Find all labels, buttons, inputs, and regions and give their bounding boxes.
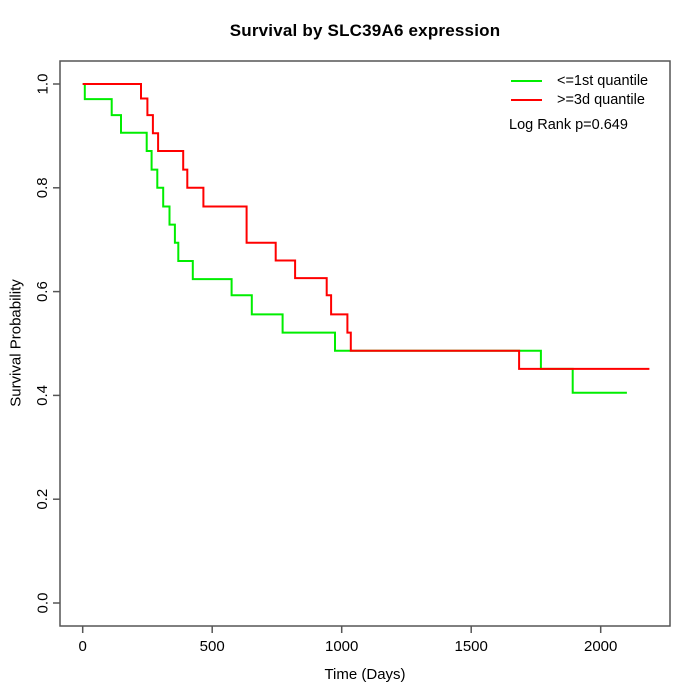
survival-curve-high-expression xyxy=(82,83,650,370)
plot-border xyxy=(59,60,671,627)
legend-line-green-icon xyxy=(511,79,542,82)
y-axis-tick-label: 0.4 xyxy=(34,385,51,406)
legend-label-low-expression: <=1st quantile xyxy=(557,72,649,89)
y-axis-tick-label: 0.2 xyxy=(34,489,51,510)
legend: <=1st quantile >=3d quantile Log Rank p=… xyxy=(509,71,648,134)
legend-item-high-expression: >=3d quantile xyxy=(509,90,648,109)
y-axis-tick-label: 0.8 xyxy=(34,177,51,198)
x-axis-tick-label: 500 xyxy=(200,638,225,655)
log-rank-pvalue: Log Rank p=0.649 xyxy=(509,117,628,133)
x-axis-tick-label: 2000 xyxy=(584,638,617,655)
y-axis-tick-label: 1.0 xyxy=(34,74,51,95)
x-axis-tick-label: 1000 xyxy=(325,638,358,655)
y-axis-tick-label: 0.0 xyxy=(34,593,51,614)
x-axis-title: Time (Days) xyxy=(324,666,406,683)
legend-item-low-expression: <=1st quantile xyxy=(509,71,648,90)
legend-label-high-expression: >=3d quantile xyxy=(557,91,645,108)
legend-line-red-icon xyxy=(511,98,542,101)
x-axis-tick-label: 1500 xyxy=(455,638,488,655)
y-axis-title: Survival Probability xyxy=(7,279,25,407)
y-axis-tick-label: 0.6 xyxy=(34,281,51,302)
survival-curve-low-expression xyxy=(82,83,627,394)
x-axis-tick-label: 0 xyxy=(79,638,87,655)
chart-title: Survival by SLC39A6 expression xyxy=(229,21,501,40)
